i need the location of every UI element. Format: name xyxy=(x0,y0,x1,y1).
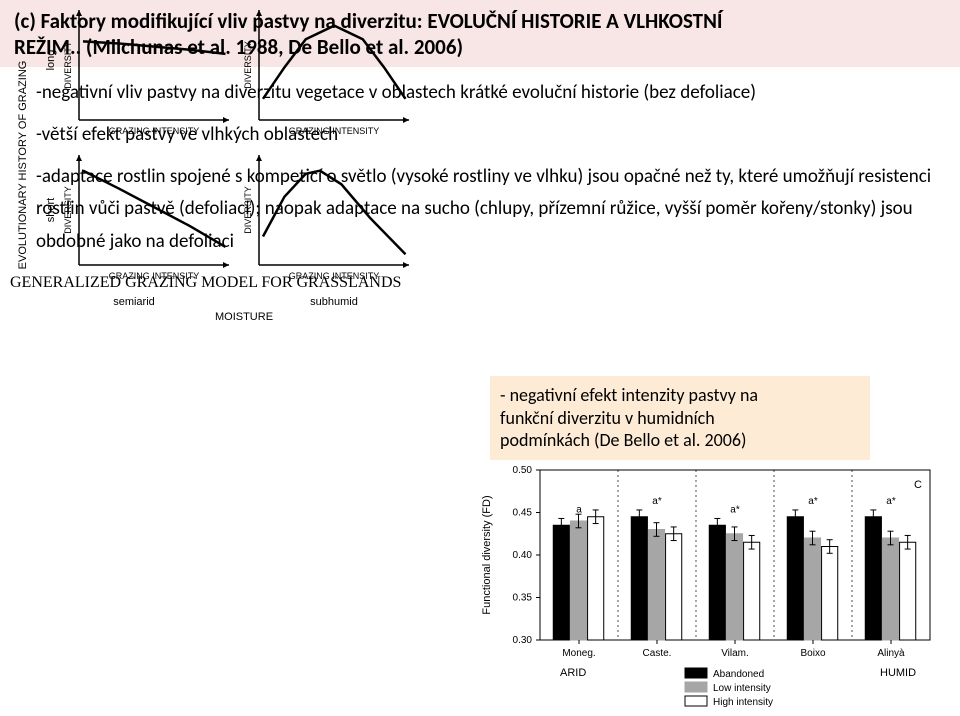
svg-text:GRAZING INTENSITY: GRAZING INTENSITY xyxy=(289,271,380,281)
svg-text:GRAZING INTENSITY: GRAZING INTENSITY xyxy=(289,126,380,136)
functional-diversity-chart: 0.30 0.35 0.40 0.45 0.50 Functional diversity… xyxy=(470,460,960,716)
svg-text:0.30: 0.30 xyxy=(513,635,533,646)
note-line3: podmínkách (De Bello et al. 2006) xyxy=(500,429,860,452)
svg-text:Caste.: Caste. xyxy=(643,648,672,659)
svg-text:DIVERSITY: DIVERSITY xyxy=(243,186,253,234)
svg-text:Alinyà: Alinyà xyxy=(877,648,905,659)
svg-text:0.35: 0.35 xyxy=(513,593,533,604)
svg-text:Boixo: Boixo xyxy=(800,648,825,659)
svg-text:Functional diversity (FD): Functional diversity (FD) xyxy=(481,495,493,614)
svg-text:0.45: 0.45 xyxy=(513,508,533,519)
svg-text:0.50: 0.50 xyxy=(513,465,533,476)
svg-text:DIVERSITY: DIVERSITY xyxy=(63,186,73,234)
svg-text:0.40: 0.40 xyxy=(513,550,533,561)
note-line2: funkční diverzitu v humidních xyxy=(500,407,860,430)
svg-text:a*: a* xyxy=(808,496,818,507)
svg-text:DIVERSITY: DIVERSITY xyxy=(63,41,73,89)
svg-text:Vilam.: Vilam. xyxy=(721,648,749,659)
svg-text:GRAZING INTENSITY: GRAZING INTENSITY xyxy=(109,271,200,281)
svg-text:long: long xyxy=(45,50,57,71)
svg-text:a*: a* xyxy=(652,496,662,507)
grazing-model-chart: GRAZING INTENSITY DIVERSITY GRAZING INTENS… xyxy=(4,0,464,330)
svg-text:DIVERSITY: DIVERSITY xyxy=(243,41,253,89)
svg-text:C: C xyxy=(914,479,922,491)
svg-text:a*: a* xyxy=(886,496,896,507)
svg-text:EVOLUTIONARY HISTORY OF GRAZIN: EVOLUTIONARY HISTORY OF GRAZING xyxy=(17,61,29,270)
svg-text:ARID: ARID xyxy=(560,667,586,679)
note-box: - negativní efekt intenzity pastvy na fu… xyxy=(490,376,870,460)
svg-text:High intensity: High intensity xyxy=(713,697,773,708)
svg-text:semiarid: semiarid xyxy=(113,296,155,308)
note-line1: - negativní efekt intenzity pastvy na xyxy=(500,384,860,407)
svg-text:Moneg.: Moneg. xyxy=(562,648,595,659)
svg-text:a*: a* xyxy=(730,504,740,515)
svg-text:Abandoned: Abandoned xyxy=(713,669,764,680)
svg-text:HUMID: HUMID xyxy=(880,667,916,679)
svg-text:MOISTURE: MOISTURE xyxy=(215,311,273,323)
svg-text:subhumid: subhumid xyxy=(310,296,358,308)
svg-text:Low intensity: Low intensity xyxy=(713,683,771,694)
svg-text:a: a xyxy=(576,504,582,515)
svg-text:GRAZING INTENSITY: GRAZING INTENSITY xyxy=(109,126,200,136)
svg-text:short: short xyxy=(45,198,57,222)
